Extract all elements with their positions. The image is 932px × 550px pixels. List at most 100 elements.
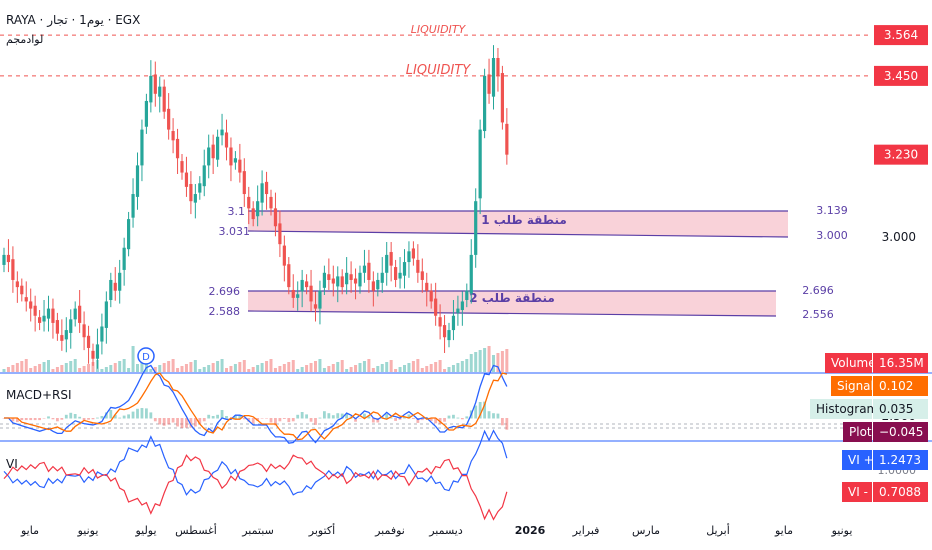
volume-bar bbox=[469, 354, 473, 372]
volume-bar bbox=[474, 352, 478, 372]
volume-bar bbox=[296, 369, 300, 372]
candle-body bbox=[500, 73, 504, 123]
signal-label-tag: Signal bbox=[831, 376, 874, 396]
volume-bar bbox=[233, 364, 237, 372]
vi-minus-line bbox=[3, 454, 508, 521]
time-axis-label: يونيو bbox=[831, 524, 853, 537]
volume-bar bbox=[496, 353, 500, 372]
liquidity-price-label: 3.450 bbox=[884, 69, 918, 83]
macd-histogram-bar bbox=[296, 414, 300, 419]
candle-body bbox=[20, 285, 24, 295]
volume-bar bbox=[327, 366, 331, 372]
volume-bar bbox=[207, 365, 211, 372]
candle-body bbox=[407, 251, 411, 263]
time-axis-label: مارس bbox=[632, 524, 660, 537]
volume-bar bbox=[144, 360, 148, 372]
volume-bar bbox=[278, 366, 282, 372]
demand-zone-bottom-line bbox=[247, 310, 777, 317]
time-axis-label: مايو bbox=[774, 524, 793, 537]
candle-body bbox=[460, 301, 464, 311]
time-axis-label: فبراير bbox=[572, 524, 600, 537]
volume-bar bbox=[465, 359, 469, 372]
candle-body bbox=[362, 265, 367, 273]
macd-histogram-bar bbox=[131, 411, 135, 419]
candle-body bbox=[376, 279, 380, 290]
liquidity-price-tag bbox=[874, 65, 928, 86]
macd-histogram-bar bbox=[398, 418, 402, 420]
candle-body bbox=[158, 86, 162, 97]
time-axis-label: أبريل bbox=[706, 523, 730, 537]
volume-bar bbox=[29, 368, 33, 372]
candle-body bbox=[451, 315, 456, 331]
candle-body bbox=[100, 326, 104, 342]
candle-body bbox=[336, 276, 340, 287]
zone-right-top-label: 3.139 bbox=[816, 204, 848, 217]
volume-bar bbox=[171, 359, 175, 372]
candle-body bbox=[483, 75, 487, 132]
histogram-label-tag: Histogram bbox=[810, 399, 878, 419]
macd-histogram-bar bbox=[242, 418, 246, 420]
volume-bar bbox=[184, 364, 188, 372]
volume-bar bbox=[354, 365, 358, 372]
candle-body bbox=[2, 254, 6, 265]
candle-body bbox=[442, 325, 447, 338]
macd-histogram-bar bbox=[478, 402, 482, 419]
volume-bar bbox=[336, 362, 340, 372]
macd-histogram-bar bbox=[309, 418, 313, 422]
demand-zone-bottom-line bbox=[247, 230, 789, 238]
candle-body bbox=[491, 58, 496, 97]
macd-histogram-bar bbox=[269, 418, 273, 423]
time-axis-label: ديسمبر bbox=[428, 524, 463, 537]
candle-body bbox=[291, 289, 295, 298]
candle-body bbox=[211, 144, 215, 159]
candle-body bbox=[416, 259, 420, 273]
volume-bar bbox=[318, 359, 322, 372]
macd-histogram-bar bbox=[202, 418, 206, 422]
event-marker-label: D bbox=[142, 352, 150, 363]
zone-right-bottom-label: 3.000 bbox=[816, 229, 848, 242]
volume-bar bbox=[349, 367, 353, 372]
volume-bar bbox=[460, 361, 464, 372]
macd-histogram-bar bbox=[47, 416, 50, 419]
volume-bar bbox=[202, 367, 206, 372]
macd-histogram-bar bbox=[300, 412, 304, 419]
macd-histogram-bar bbox=[109, 410, 113, 419]
time-axis-label: سبتمبر bbox=[241, 524, 274, 537]
candle-body bbox=[340, 276, 344, 288]
candle-body bbox=[394, 267, 398, 280]
candle-body bbox=[184, 172, 189, 187]
candle-body bbox=[189, 184, 193, 202]
macd-histogram-bar bbox=[238, 415, 242, 419]
volume-bar bbox=[420, 368, 424, 372]
volume-bar bbox=[447, 367, 451, 372]
volume-bar bbox=[180, 366, 184, 372]
volume-bar bbox=[247, 369, 251, 372]
volume-bar bbox=[416, 359, 420, 372]
macd-histogram-bar bbox=[327, 413, 331, 419]
macd-histogram-bar bbox=[412, 418, 415, 419]
volume-bar bbox=[127, 368, 131, 372]
candle-body bbox=[11, 259, 15, 280]
candle-body bbox=[33, 305, 37, 316]
macd-histogram-bar bbox=[180, 418, 184, 429]
candle-body bbox=[327, 274, 331, 280]
candle-body bbox=[345, 272, 349, 285]
candle-body bbox=[229, 147, 233, 166]
candle-body bbox=[78, 305, 82, 323]
volume-bar bbox=[131, 346, 135, 372]
volume-bar bbox=[429, 364, 433, 372]
volume-bar bbox=[11, 365, 15, 372]
candle-body bbox=[193, 194, 197, 203]
volume-bar bbox=[193, 360, 197, 372]
volume-bar bbox=[487, 346, 491, 372]
macd-histogram-bar bbox=[376, 418, 380, 423]
macd-histogram-bar bbox=[505, 418, 509, 430]
volume-bar bbox=[220, 359, 224, 372]
demand-zone-label: منطقة طلب 1 bbox=[481, 213, 567, 227]
macd-histogram-bar bbox=[140, 408, 144, 419]
volume-bar bbox=[95, 360, 99, 372]
macd-histogram-bar bbox=[15, 418, 19, 423]
macd-histogram-bar bbox=[20, 418, 24, 421]
volume-bar bbox=[300, 367, 304, 372]
